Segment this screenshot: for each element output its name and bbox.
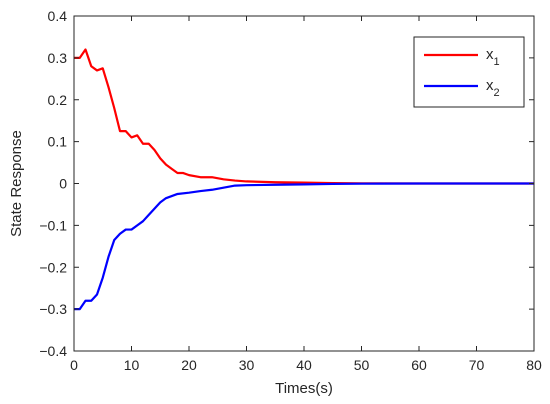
x-tick-label: 0: [70, 357, 78, 373]
y-tick-label: −0.1: [39, 217, 67, 233]
y-tick-label: −0.3: [39, 301, 67, 317]
y-tick-label: 0.4: [48, 8, 68, 24]
x-tick-label: 60: [411, 357, 427, 373]
y-tick-label: 0.3: [48, 50, 68, 66]
x-tick-label: 80: [526, 357, 542, 373]
x-axis-label: Times(s): [275, 380, 333, 397]
x-tick-label: 50: [354, 357, 370, 373]
x-tick-label: 30: [239, 357, 255, 373]
x-tick-label: 40: [296, 357, 312, 373]
ticks-layer: 0 10 20 30 40 50 60 70 80 −0.4 −0.3 −0.2 −0.1 0 0.1 0.2…: [39, 8, 542, 373]
series-line-x1: [74, 48, 534, 185]
x-tick-label: 10: [124, 357, 140, 373]
y-tick-label: 0.2: [48, 92, 68, 108]
y-tick-label: −0.4: [39, 343, 67, 359]
x-tick-label: 70: [469, 357, 485, 373]
series-line-x2: [74, 182, 534, 311]
legend-label-x2: x2: [486, 77, 500, 99]
legend-box: [413, 36, 525, 108]
y-tick-label: −0.2: [39, 259, 67, 275]
y-tick-label: 0.1: [48, 134, 68, 150]
legend-label-x1: x1: [486, 46, 500, 68]
y-axis-label: State Response: [8, 130, 25, 237]
y-tick-label: 0: [59, 176, 67, 192]
series-layer: [74, 48, 534, 311]
x-tick-label: 20: [181, 357, 197, 373]
